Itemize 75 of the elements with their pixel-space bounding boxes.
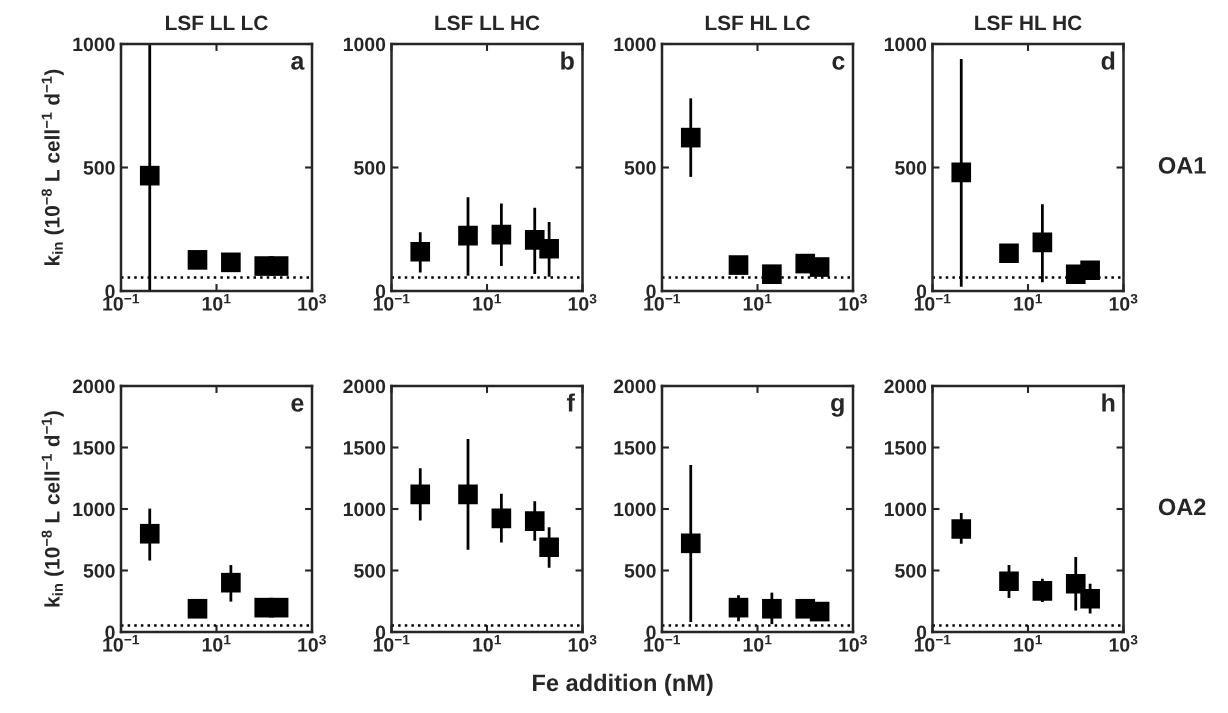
x-tick-label: 10$^{3}$ xyxy=(839,293,867,311)
y-tick-label: 500 xyxy=(895,160,927,175)
point xyxy=(1032,232,1053,253)
text: k$_{in}$ (10$^{−8}$ L cell$^{−1}$ d$^{−1}$) xyxy=(41,69,64,265)
x-tick-label: 10$^{3}$ xyxy=(568,293,597,311)
chart-title: LSF LL HC xyxy=(435,15,540,31)
y-tick-label: 2000 xyxy=(72,379,115,394)
y-tick-label: 1000 xyxy=(614,502,656,517)
y-tick-label: 1500 xyxy=(884,440,927,455)
point xyxy=(762,598,782,619)
y-tick-label: 1000 xyxy=(343,502,386,517)
y-tick-label: 1000 xyxy=(343,37,386,52)
annotation: h xyxy=(1102,393,1115,412)
x-tick-label: 10$^{1}$ xyxy=(202,293,231,311)
y-tick-label: 2000 xyxy=(613,379,656,394)
y-tick-label: 1500 xyxy=(73,440,115,455)
y-tick-label: 500 xyxy=(895,563,927,578)
annotation: e xyxy=(291,398,304,412)
point xyxy=(999,243,1019,264)
y-tick-label: 500 xyxy=(624,563,656,578)
point xyxy=(491,508,512,529)
x-tick-label: 10$^{3}$ xyxy=(298,634,326,652)
point xyxy=(524,511,545,531)
y-tick-label: 1000 xyxy=(884,502,927,517)
x-tick-label: 10$^{3}$ xyxy=(839,634,867,652)
point xyxy=(1065,573,1086,594)
x-tick-label: 10$^{1}$ xyxy=(202,634,231,652)
x-tick-label: 10$^{3}$ xyxy=(568,634,597,652)
annotation: d xyxy=(1101,51,1115,70)
y-tick-label: 1000 xyxy=(73,502,115,517)
point xyxy=(187,250,208,270)
x-tick-label: 10$^{3}$ xyxy=(1109,293,1138,311)
y-tick-label: 2000 xyxy=(884,379,927,394)
y-tick-label: 1000 xyxy=(884,37,927,52)
x-tick-label: 10$^{1}$ xyxy=(743,293,772,311)
annotation: b xyxy=(561,51,574,70)
y-tick-label: 2000 xyxy=(343,379,386,394)
y-tick-label: 1000 xyxy=(73,37,115,52)
text: OA2 xyxy=(1158,498,1206,516)
point xyxy=(458,225,478,246)
annotation: c xyxy=(832,56,845,70)
x-tick-label: 10$^{1}$ xyxy=(1014,634,1043,652)
y-tick-label: 500 xyxy=(83,563,115,578)
text: k$_{in}$ (10$^{−8}$ L cell$^{−1}$ d$^{−1}$) xyxy=(41,411,64,607)
chart-title: LSF LL LC xyxy=(166,15,268,31)
text: OA1 xyxy=(1158,157,1206,174)
point xyxy=(458,484,478,505)
point xyxy=(1032,581,1053,601)
annotation: g xyxy=(831,397,844,417)
point xyxy=(221,572,241,593)
point xyxy=(491,224,512,245)
x-tick-label: 10$^{1}$ xyxy=(1014,293,1043,311)
point xyxy=(728,597,749,618)
x-tick-label: 10$^{1}$ xyxy=(743,634,772,652)
annotation: f xyxy=(566,393,575,412)
point xyxy=(728,255,749,275)
x-tick-label: 10$^{1}$ xyxy=(473,293,502,311)
y-tick-label: 1500 xyxy=(343,440,386,455)
x-axis-title: Fe addition (nM) xyxy=(533,673,713,696)
annotation: a xyxy=(291,56,305,70)
chart-title: LSF HL LC xyxy=(705,15,810,31)
y-tick-label: 500 xyxy=(354,160,386,175)
y-tick-label: 500 xyxy=(624,160,656,175)
y-tick-label: 1500 xyxy=(614,440,656,455)
y-tick-label: 500 xyxy=(83,160,115,175)
chart-title: LSF HL HC xyxy=(975,15,1082,31)
x-tick-label: 10$^{1}$ xyxy=(473,634,502,652)
point xyxy=(221,252,241,273)
point xyxy=(762,264,782,285)
x-tick-label: 10$^{3}$ xyxy=(298,293,326,311)
y-tick-label: 500 xyxy=(354,563,386,578)
point xyxy=(187,598,208,619)
point xyxy=(999,571,1019,592)
y-tick-label: 1000 xyxy=(614,37,656,52)
x-tick-label: 10$^{3}$ xyxy=(1109,634,1138,652)
